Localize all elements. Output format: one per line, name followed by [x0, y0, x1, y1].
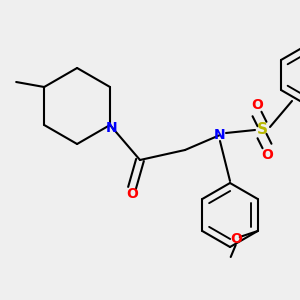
Text: S: S — [256, 122, 268, 137]
Text: O: O — [126, 187, 138, 201]
Text: O: O — [261, 148, 273, 162]
Text: N: N — [106, 121, 118, 135]
Text: O: O — [251, 98, 263, 112]
Text: O: O — [230, 232, 242, 246]
Text: N: N — [214, 128, 226, 142]
